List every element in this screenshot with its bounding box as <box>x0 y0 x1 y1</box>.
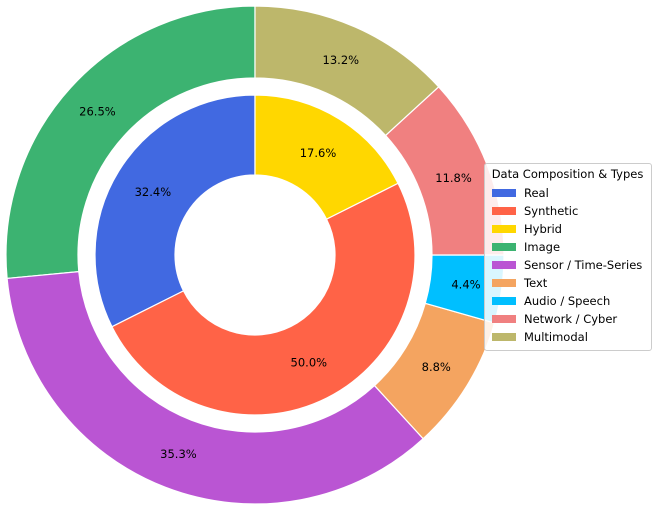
legend-swatch <box>492 207 516 215</box>
legend-swatch <box>492 279 516 287</box>
legend-item-synthetic: Synthetic <box>490 202 645 220</box>
legend-swatch <box>492 333 516 341</box>
legend-label: Sensor / Time-Series <box>524 258 643 272</box>
legend-item-network-cyber: Network / Cyber <box>490 310 645 328</box>
legend-swatch <box>492 315 516 323</box>
outer-label-audio-speech: 4.4% <box>451 277 480 291</box>
legend-swatch <box>492 261 516 269</box>
legend-items: Real Synthetic Hybrid Image Sensor / Time-Se… <box>490 184 645 346</box>
inner-label-synthetic: 50.0% <box>291 355 328 369</box>
legend-label: Image <box>524 240 561 254</box>
legend-swatch <box>492 225 516 233</box>
legend-item-real: Real <box>490 184 645 202</box>
inner-ring <box>94 94 416 416</box>
outer-slice-multimodal <box>254 5 440 137</box>
legend-swatch <box>492 189 516 197</box>
legend-item-audio-speech: Audio / Speech <box>490 292 645 310</box>
legend-label: Hybrid <box>524 222 562 236</box>
outer-label-network-cyber: 11.8% <box>435 171 472 185</box>
legend-item-sensor-time-series: Sensor / Time-Series <box>490 256 645 274</box>
legend-item-multimodal: Multimodal <box>490 328 645 346</box>
inner-slice-synthetic <box>111 182 416 416</box>
percentage-labels: 26.5% 35.3% 8.8% 4.4% 11.8% 13.2% 32.4% 50.0% 17… <box>79 53 480 461</box>
inner-label-hybrid: 17.6% <box>300 146 337 160</box>
outer-label-image: 26.5% <box>79 105 116 119</box>
outer-slice-sensor-time-series <box>6 271 425 505</box>
legend: Data Composition & Types Real Synthetic Hy… <box>484 163 652 351</box>
legend-label: Network / Cyber <box>524 312 618 326</box>
legend-label: Synthetic <box>524 204 579 218</box>
legend-title: Data Composition & Types <box>491 167 644 181</box>
outer-label-sensor-time-series: 35.3% <box>160 447 197 461</box>
outer-label-multimodal: 13.2% <box>323 53 360 67</box>
legend-label: Real <box>524 186 549 200</box>
legend-swatch <box>492 243 516 251</box>
legend-label: Text <box>524 276 548 290</box>
inner-label-real: 32.4% <box>135 185 172 199</box>
legend-item-image: Image <box>490 238 645 256</box>
outer-ring <box>5 5 505 505</box>
legend-item-hybrid: Hybrid <box>490 220 645 238</box>
outer-slice-image <box>5 5 256 280</box>
legend-item-text: Text <box>490 274 645 292</box>
legend-label: Audio / Speech <box>524 294 611 308</box>
legend-swatch <box>492 297 516 305</box>
legend-label: Multimodal <box>524 330 588 344</box>
inner-slice-hybrid <box>254 94 399 220</box>
inner-slice-real <box>94 94 256 328</box>
outer-label-text: 8.8% <box>422 360 451 374</box>
